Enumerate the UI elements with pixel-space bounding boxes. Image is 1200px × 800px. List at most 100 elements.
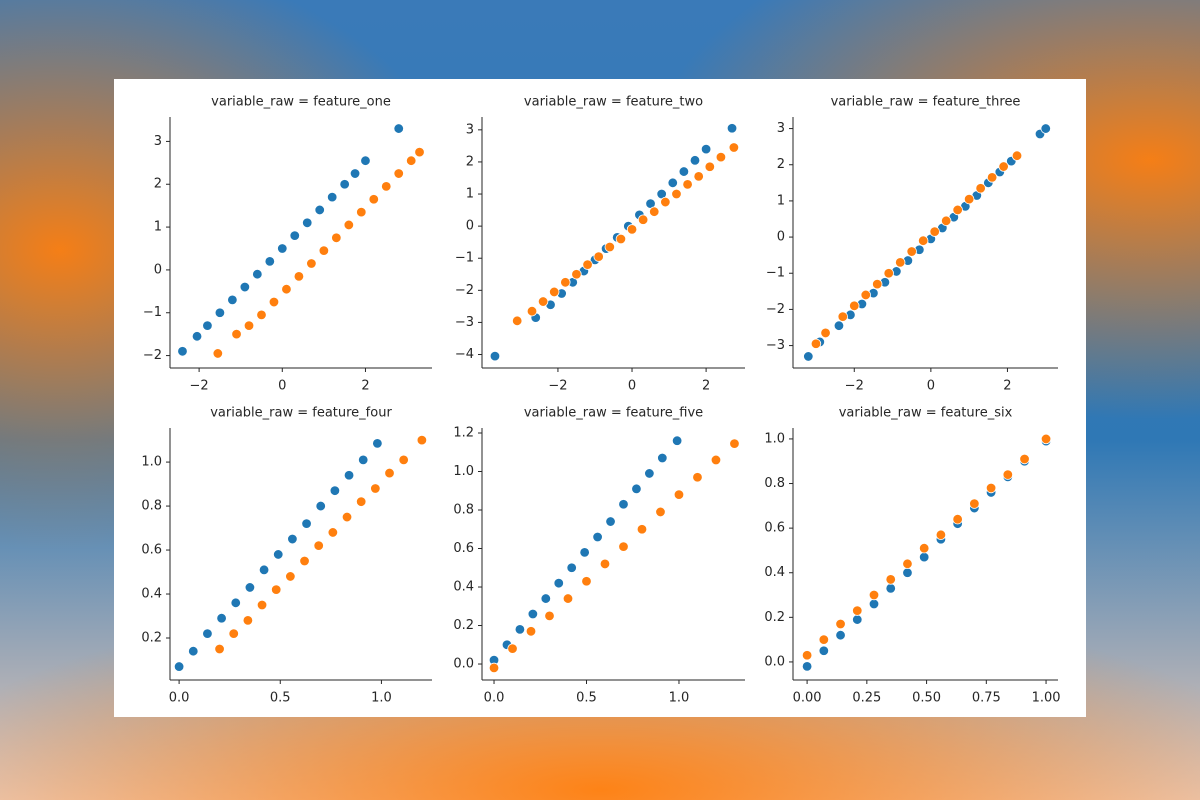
point bbox=[637, 214, 649, 225]
point bbox=[256, 309, 267, 321]
y-tick-label: 1 bbox=[466, 187, 474, 202]
point bbox=[560, 277, 571, 288]
point bbox=[963, 193, 975, 205]
point bbox=[604, 241, 615, 253]
y-tick-label: 0.0 bbox=[453, 657, 474, 672]
point bbox=[902, 558, 913, 570]
point bbox=[566, 562, 577, 573]
point bbox=[214, 643, 225, 655]
x-tick-label: 1.00 bbox=[1032, 691, 1061, 706]
point bbox=[985, 482, 997, 494]
point bbox=[710, 454, 722, 466]
point bbox=[657, 452, 668, 464]
point bbox=[592, 531, 603, 543]
point bbox=[655, 506, 666, 518]
figure-panel bbox=[114, 79, 1086, 717]
y-tick-label: 2 bbox=[154, 177, 162, 192]
y-tick-label: −3 bbox=[455, 315, 474, 330]
point bbox=[489, 350, 501, 362]
point bbox=[228, 628, 239, 639]
y-tick-label: 0.4 bbox=[453, 580, 474, 595]
point bbox=[626, 224, 638, 235]
point bbox=[268, 296, 280, 308]
point bbox=[177, 346, 188, 357]
point bbox=[258, 564, 270, 576]
y-tick-label: 3 bbox=[154, 134, 162, 149]
point bbox=[191, 331, 203, 342]
point bbox=[384, 467, 395, 479]
panel-title: variable_raw = feature_five bbox=[524, 406, 703, 421]
point bbox=[414, 146, 425, 158]
point bbox=[355, 496, 367, 507]
point bbox=[239, 281, 251, 293]
point bbox=[271, 584, 282, 595]
point bbox=[671, 435, 683, 446]
point bbox=[537, 296, 549, 307]
point bbox=[212, 348, 224, 359]
point bbox=[692, 472, 703, 483]
point bbox=[1002, 469, 1014, 480]
point bbox=[599, 558, 611, 570]
point bbox=[370, 483, 381, 494]
point bbox=[618, 541, 629, 552]
point bbox=[562, 593, 574, 604]
x-tick-label: 2 bbox=[1003, 379, 1011, 394]
point bbox=[549, 286, 560, 298]
point bbox=[801, 650, 813, 661]
point bbox=[818, 645, 830, 656]
point bbox=[243, 320, 255, 331]
point bbox=[406, 155, 417, 166]
point bbox=[488, 662, 500, 674]
point bbox=[293, 271, 305, 282]
x-tick-label: 2 bbox=[361, 379, 369, 394]
point bbox=[820, 327, 831, 339]
point bbox=[553, 577, 564, 589]
point bbox=[582, 259, 593, 270]
x-tick-label: −2 bbox=[190, 379, 209, 394]
point bbox=[331, 232, 342, 243]
point bbox=[885, 574, 896, 585]
point bbox=[313, 540, 324, 551]
y-tick-label: −1 bbox=[766, 266, 785, 281]
y-tick-label: 0.8 bbox=[453, 503, 474, 518]
point bbox=[287, 533, 298, 545]
y-tick-label: −3 bbox=[766, 338, 785, 353]
x-tick-label: 0.5 bbox=[576, 691, 597, 706]
point bbox=[273, 549, 284, 560]
point bbox=[872, 278, 883, 290]
point bbox=[281, 283, 292, 295]
x-tick-label: 0.00 bbox=[793, 691, 822, 706]
point bbox=[868, 589, 880, 601]
y-tick-label: 1.0 bbox=[764, 431, 785, 446]
point bbox=[906, 246, 917, 257]
x-tick-label: 0.75 bbox=[972, 691, 1001, 706]
point bbox=[381, 181, 392, 192]
point bbox=[704, 161, 716, 172]
point bbox=[715, 151, 727, 163]
x-tick-label: 0.50 bbox=[912, 691, 941, 706]
point bbox=[918, 551, 930, 563]
point bbox=[264, 256, 276, 267]
y-tick-label: −4 bbox=[455, 347, 474, 362]
point bbox=[416, 434, 428, 446]
point bbox=[969, 498, 980, 509]
point bbox=[242, 615, 254, 626]
y-tick-label: 0.6 bbox=[764, 521, 785, 536]
point bbox=[188, 645, 199, 657]
point bbox=[868, 598, 880, 610]
point bbox=[810, 338, 822, 349]
y-tick-label: 0.4 bbox=[141, 587, 162, 602]
point bbox=[318, 245, 330, 256]
point bbox=[299, 555, 310, 567]
point bbox=[343, 219, 355, 231]
point bbox=[833, 320, 845, 331]
point bbox=[895, 257, 906, 268]
point bbox=[329, 485, 341, 496]
y-tick-label: −2 bbox=[143, 348, 162, 363]
point bbox=[315, 500, 326, 512]
point bbox=[327, 527, 339, 538]
point bbox=[902, 567, 913, 578]
y-tick-label: 0.6 bbox=[453, 541, 474, 556]
point bbox=[360, 155, 371, 166]
x-tick-label: −2 bbox=[548, 379, 567, 394]
